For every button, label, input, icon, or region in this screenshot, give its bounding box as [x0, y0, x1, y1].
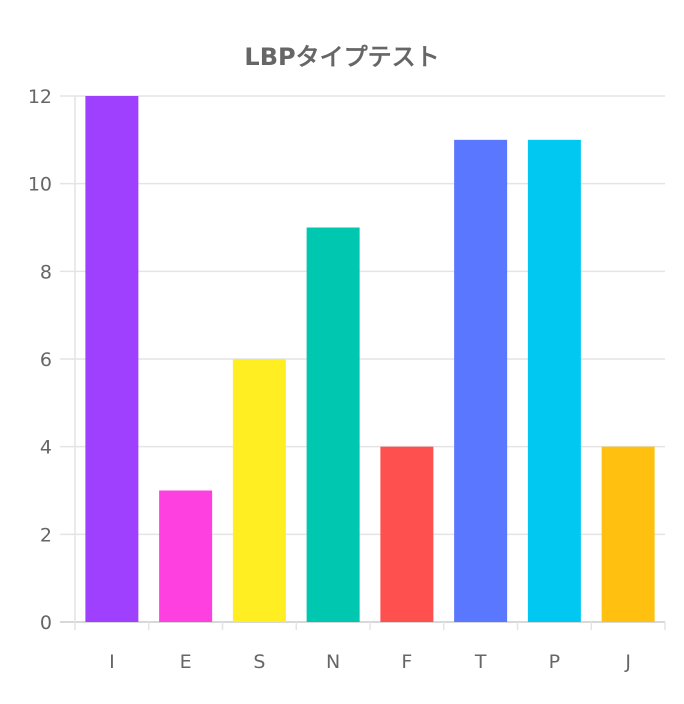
bar-F	[380, 446, 434, 622]
chart-title: LBPタイプテスト	[244, 43, 439, 71]
x-tick-label: S	[253, 651, 265, 673]
x-tick-label: F	[401, 651, 412, 673]
x-tick-label: J	[624, 651, 631, 673]
bar-T	[454, 139, 508, 623]
x-tick-label: P	[549, 651, 560, 673]
y-tick-label: 6	[40, 349, 52, 371]
y-tick-label: 2	[40, 524, 52, 546]
y-tick-label: 12	[28, 86, 52, 108]
bar-N	[306, 227, 360, 622]
x-tick-label: E	[180, 651, 192, 673]
y-tick-label: 10	[28, 174, 52, 196]
bar-I	[85, 96, 139, 622]
y-tick-label: 0	[40, 612, 52, 634]
bar-S	[232, 359, 286, 622]
y-tick-label: 8	[40, 261, 52, 283]
x-tick-label: T	[474, 651, 487, 673]
bar-J	[601, 446, 655, 622]
x-tick-label: I	[109, 651, 115, 673]
y-tick-label: 4	[40, 437, 52, 459]
bar-E	[159, 490, 213, 622]
x-tick-label: N	[326, 651, 340, 673]
bar-P	[527, 139, 581, 623]
